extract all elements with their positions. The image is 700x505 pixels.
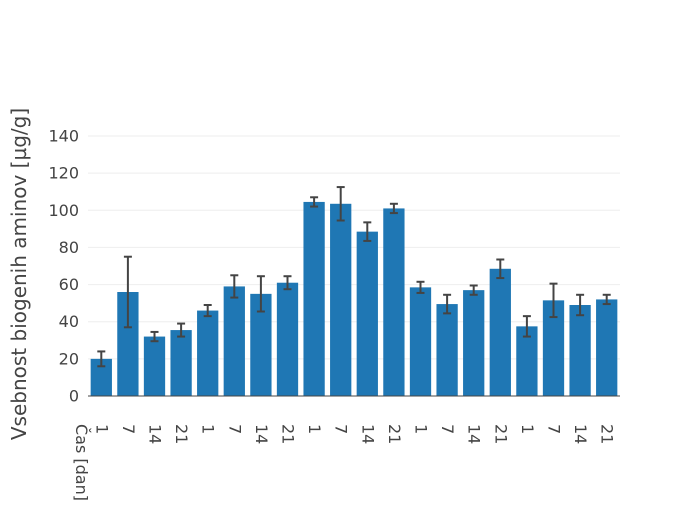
- x-tick-labels: 1 7 14 21 1 7 14 21 1 7 14 21 1 7 14 21 1 7 14 21: [92, 424, 616, 444]
- bar: [250, 293, 272, 396]
- gridlines: [88, 135, 620, 360]
- x-tick-label: 21: [279, 424, 298, 444]
- x-tick-label: 1: [518, 424, 537, 434]
- bar: [223, 286, 245, 396]
- bar: [489, 268, 511, 396]
- error-bars: [97, 186, 611, 368]
- x-tick-label: 14: [571, 424, 590, 444]
- y-tick-label: 100: [48, 201, 79, 220]
- bars: [90, 201, 618, 396]
- x-tick-label: 1: [305, 424, 324, 434]
- bar: [170, 330, 192, 396]
- x-tick-label: 21: [491, 424, 510, 444]
- x-tick-label: 14: [146, 424, 165, 444]
- x-tick-label: 7: [545, 424, 564, 434]
- y-tick-label: 40: [59, 312, 79, 331]
- x-category-label: Čas [dan]: [72, 424, 91, 500]
- bar: [436, 304, 458, 396]
- bar: [569, 305, 591, 396]
- x-tick-label: 14: [358, 424, 377, 444]
- y-tick-label: 20: [59, 349, 79, 368]
- x-tick-label: 14: [252, 424, 271, 444]
- x-tick-label: 1: [412, 424, 431, 434]
- x-tick-label: 7: [225, 424, 244, 434]
- y-tick-label: 120: [48, 164, 79, 183]
- bar: [383, 208, 405, 396]
- x-tick-label: 7: [119, 424, 138, 434]
- bar: [303, 201, 325, 396]
- y-tick-labels: 0 20 40 60 80 100 120 140: [48, 127, 79, 406]
- y-tick-label: 0: [69, 387, 79, 406]
- x-tick-label: 21: [172, 424, 191, 444]
- bar: [409, 287, 432, 396]
- bar: [117, 292, 139, 396]
- bar: [90, 358, 112, 396]
- bar: [276, 282, 299, 396]
- y-tick-label: 140: [48, 127, 79, 146]
- y-axis-title: Vsebnost biogenih aminov [µg/g]: [7, 108, 31, 440]
- y-tick-label: 80: [59, 238, 79, 257]
- bar: [356, 231, 378, 396]
- bar: [542, 300, 565, 396]
- bar: [516, 326, 538, 396]
- bar: [330, 203, 352, 396]
- x-tick-label: 21: [385, 424, 404, 444]
- bar: [463, 290, 485, 396]
- x-tick-label: 14: [465, 424, 484, 444]
- x-tick-label: 1: [199, 424, 218, 434]
- bar: [197, 310, 219, 396]
- bar: [143, 336, 166, 396]
- bar: [596, 299, 618, 396]
- x-tick-label: 7: [438, 424, 457, 434]
- y-tick-label: 60: [59, 275, 79, 294]
- x-tick-label: 21: [598, 424, 617, 444]
- x-tick-label: 7: [332, 424, 351, 434]
- x-tick-label: 1: [92, 424, 111, 434]
